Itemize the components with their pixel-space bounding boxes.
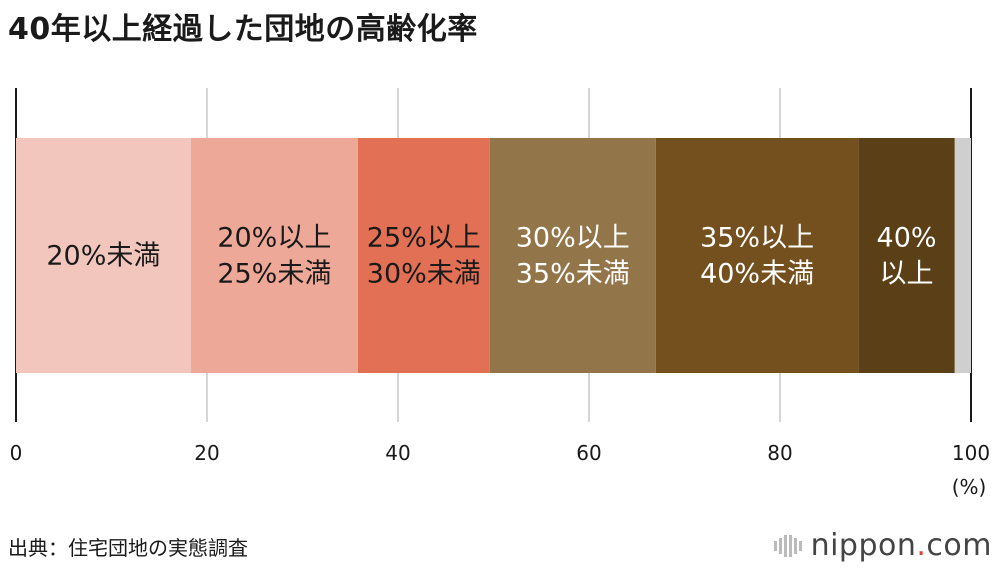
bar-segment [954,138,971,373]
segment-label: 40% [877,223,937,254]
segment-label: 30%未満 [367,259,481,290]
x-tick-label: 40 [385,441,410,465]
logo-dot: . [916,528,927,563]
bar-segment [16,138,191,373]
logo-brand: nippon [810,528,917,563]
bar-segments [16,138,971,373]
bar-segment [858,138,955,373]
x-tick-label: 100 [952,441,990,465]
segment-label: 40%未満 [700,259,814,290]
segment-label: 25%以上 [367,223,481,254]
segment-label: 20%以上 [217,223,331,254]
bar-segment [489,138,656,373]
logo-tld: com [926,528,992,563]
segment-label: 20%未満 [46,241,160,272]
logo-wordmark: nippon.com [811,528,992,563]
source-note: 出典：住宅団地の実態調査 [8,536,248,560]
segment-label: 25%未満 [217,259,331,290]
nippon-logo: nippon.com [773,528,992,563]
bar-segment [190,138,358,373]
segment-label: 以上 [880,259,934,290]
segment-labels: 20%未満 20%以上 25%未満 25%以上 30%未満 30%以上 35%未満 35%以上… [46,223,936,290]
x-tick-label: 60 [576,441,601,465]
x-tick-label: 0 [10,441,23,465]
x-axis-ticks: 0 20 40 60 80 100 [10,441,990,465]
x-tick-label: 80 [767,441,792,465]
bar-segment [357,138,490,373]
chart-title: 40年以上経過した団地の高齢化率 [8,12,478,47]
segment-label: 35%未満 [516,259,630,290]
segment-label: 35%以上 [700,223,814,254]
segment-label: 30%以上 [516,223,630,254]
logo-mark-icon [773,534,802,557]
bar-segment [655,138,859,373]
x-tick-label: 20 [194,441,219,465]
axis-unit-label: (%) [952,475,987,499]
